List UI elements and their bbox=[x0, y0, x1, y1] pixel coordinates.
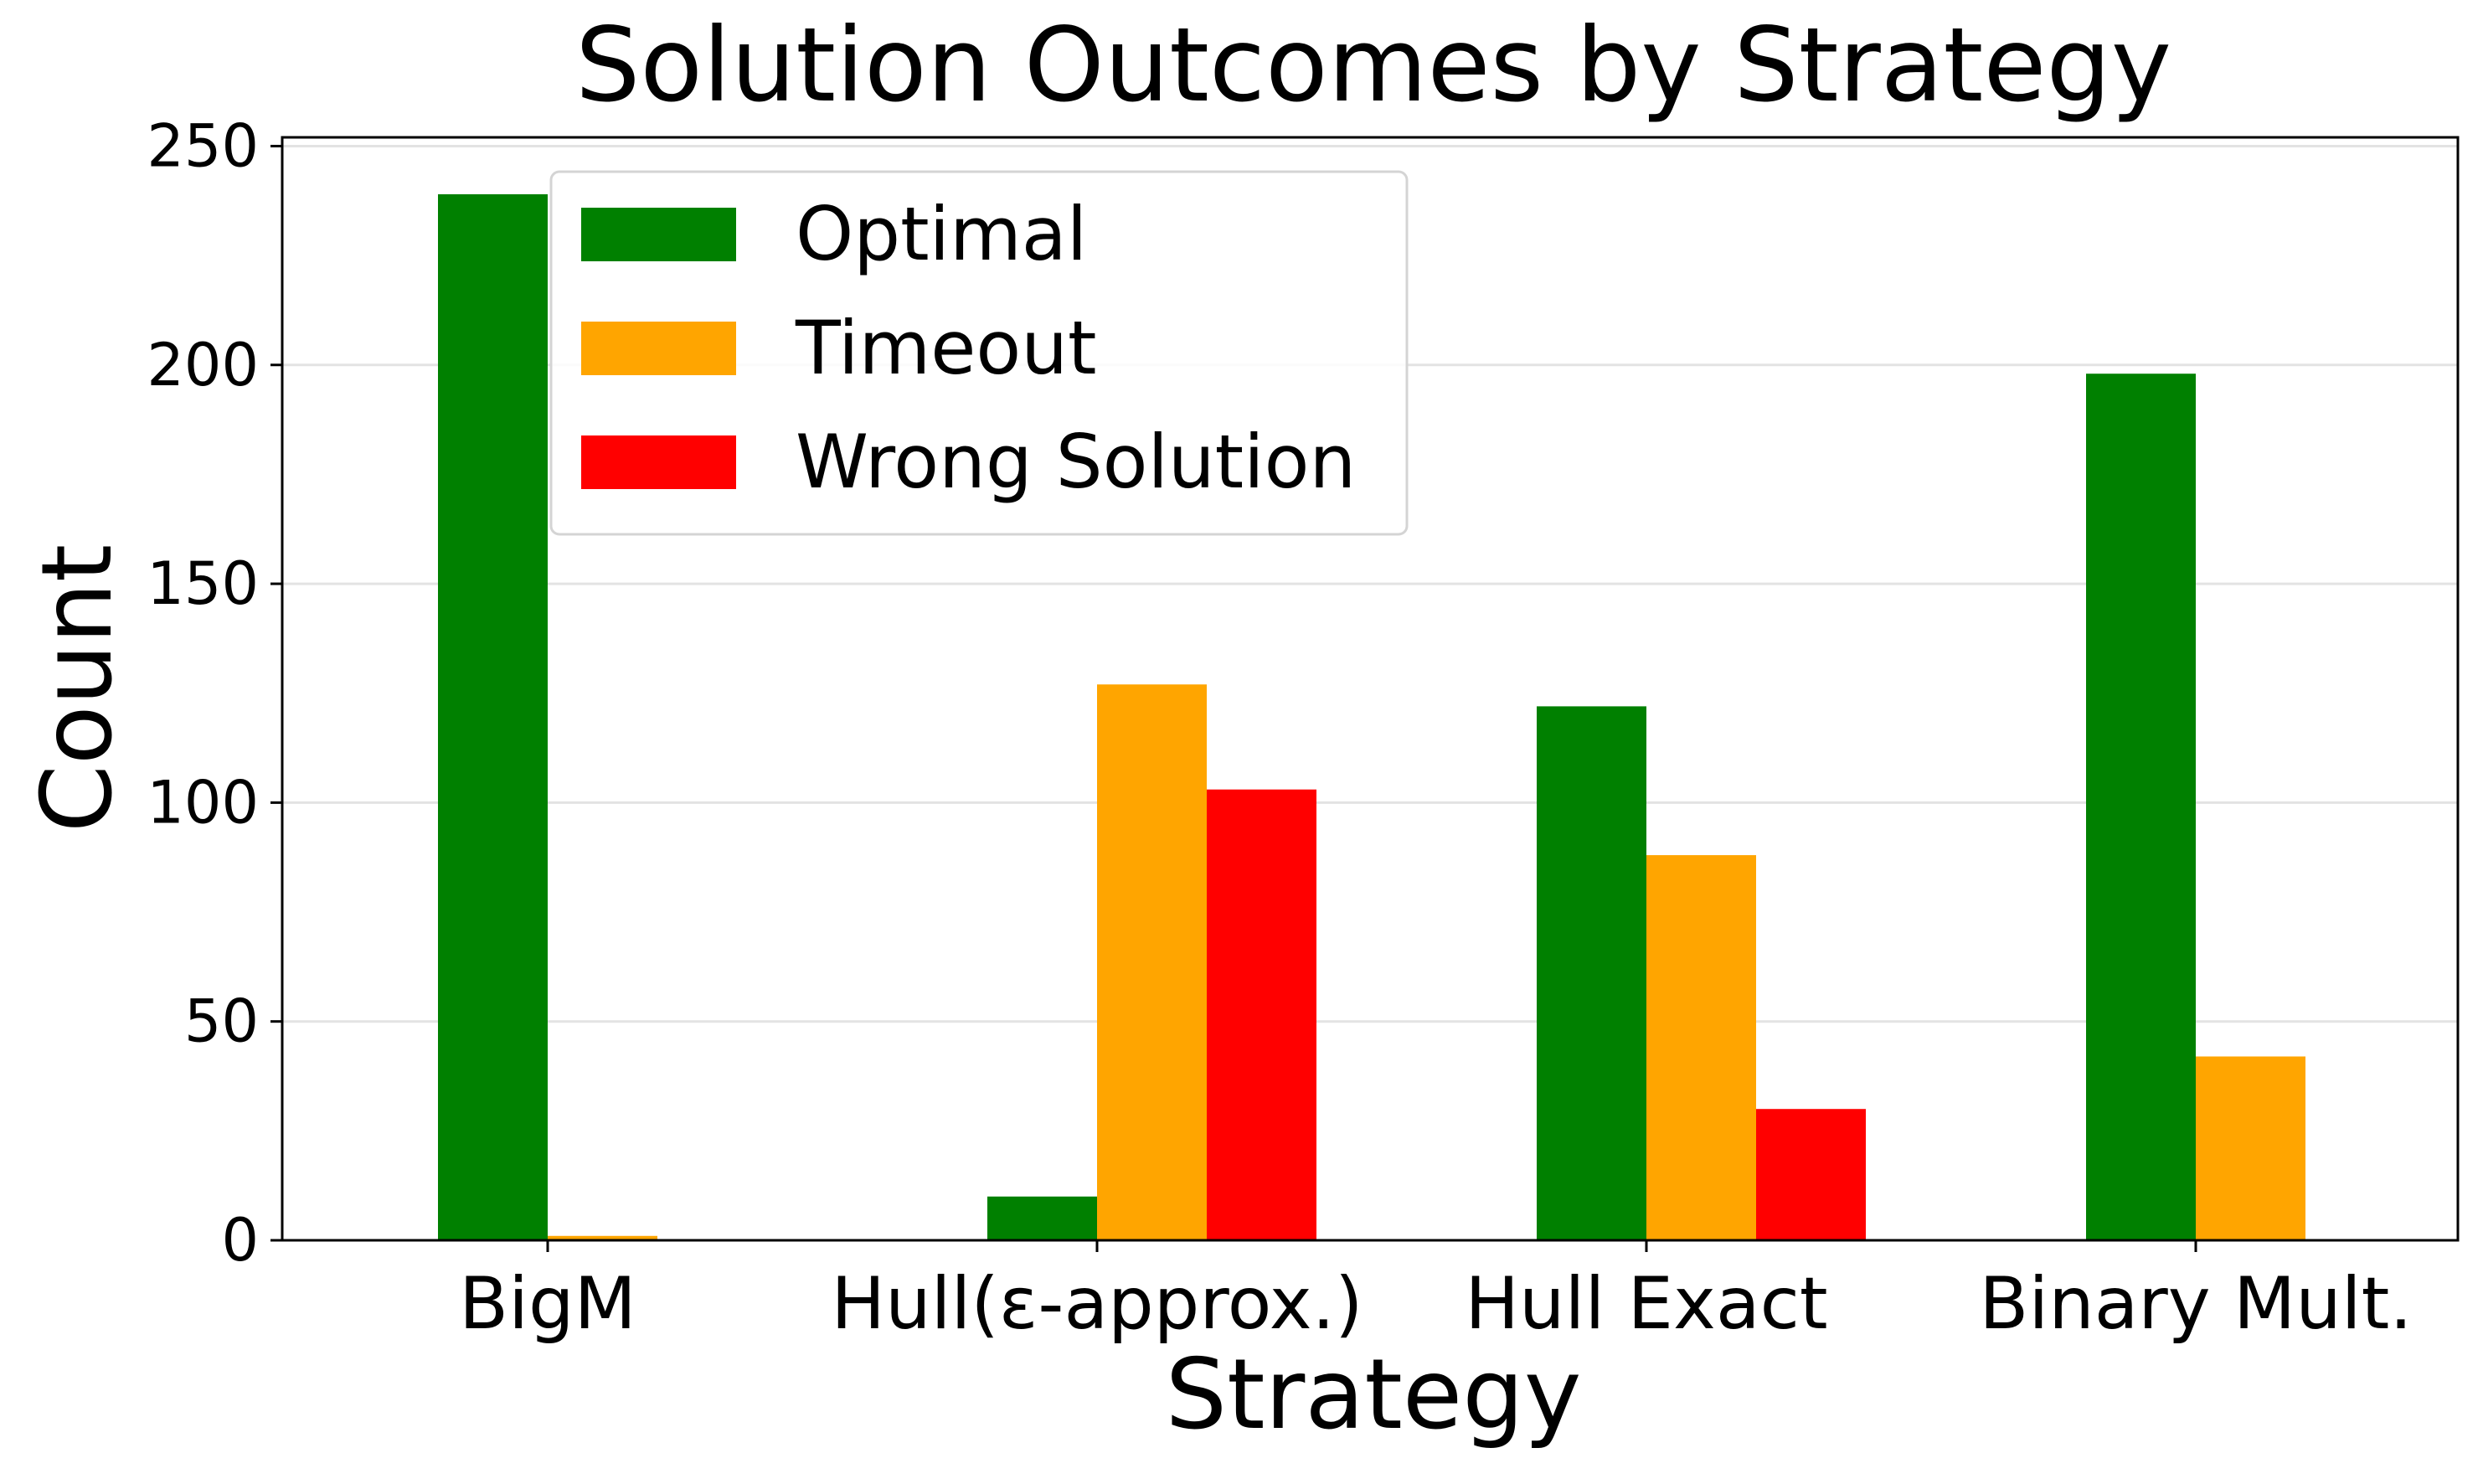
x-tick-label-0: BigM bbox=[459, 1262, 636, 1346]
legend-label-0: Optimal bbox=[796, 191, 1087, 277]
bar-optimal-3 bbox=[2086, 374, 2196, 1240]
bar-optimal-1 bbox=[987, 1196, 1097, 1240]
y-tick-label-1: 50 bbox=[184, 987, 259, 1056]
y-tick-label-3: 150 bbox=[147, 549, 259, 618]
bar-optimal-2 bbox=[1537, 706, 1646, 1240]
legend-box bbox=[549, 170, 1409, 536]
plot-frame bbox=[281, 136, 2460, 1242]
x-axis-label: Strategy bbox=[1165, 1338, 1581, 1451]
bar-timeout-0 bbox=[548, 1235, 657, 1240]
axes: 0 50 100 150 200 250 BigM Hull(ε-approx.) Hull E… bbox=[147, 111, 2460, 1346]
legend-swatch-0 bbox=[581, 208, 736, 261]
bar-wrong-solution-1 bbox=[1207, 789, 1316, 1240]
legend-swatch-1 bbox=[581, 322, 736, 375]
x-tick-label-2: Hull Exact bbox=[1465, 1262, 1827, 1346]
y-tick-label-5: 250 bbox=[147, 111, 259, 180]
x-tick-label-1: Hull(ε-approx.) bbox=[831, 1262, 1363, 1346]
legend: Optimal Timeout Wrong Solution bbox=[549, 170, 1409, 536]
bar-timeout-3 bbox=[2196, 1056, 2305, 1240]
y-tick-label-4: 200 bbox=[147, 331, 259, 399]
chart-title: Solution Outcomes by Strategy bbox=[575, 6, 2171, 125]
y-axis-label: Count bbox=[21, 544, 134, 833]
legend-swatch-2 bbox=[581, 435, 736, 489]
y-tick-label-2: 100 bbox=[147, 768, 259, 837]
y-tick-label-0: 0 bbox=[221, 1206, 259, 1275]
bar-optimal-0 bbox=[438, 193, 548, 1241]
bars bbox=[438, 193, 2305, 1241]
bar-timeout-2 bbox=[1646, 855, 1756, 1240]
bar-wrong-solution-2 bbox=[1756, 1109, 1866, 1240]
legend-label-2: Wrong Solution bbox=[796, 419, 1356, 505]
legend-label-1: Timeout bbox=[795, 305, 1096, 391]
bar-timeout-1 bbox=[1097, 684, 1207, 1240]
x-tick-label-3: Binary Mult. bbox=[1979, 1262, 2412, 1346]
